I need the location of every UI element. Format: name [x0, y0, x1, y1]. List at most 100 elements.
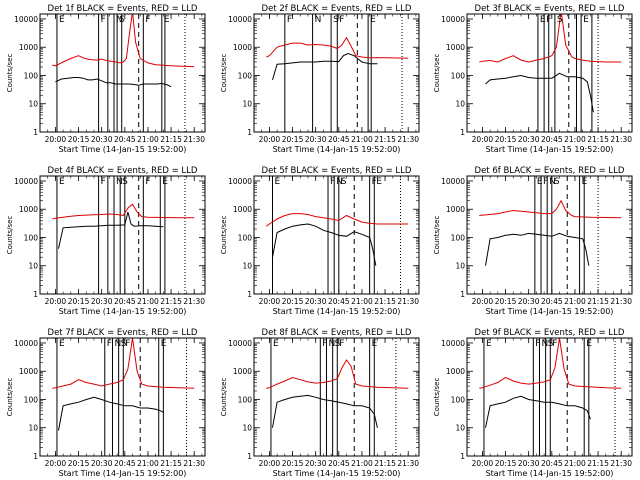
lld-series-line	[266, 213, 409, 227]
x-tick-label: 21:30	[397, 459, 419, 468]
x-tick-label: 21:15	[374, 297, 396, 306]
region-letter: N	[336, 177, 343, 187]
y-tick-label: 1000	[233, 205, 252, 214]
x-tick-label: 20:00	[45, 297, 67, 306]
y-tick-label: 10000	[228, 177, 252, 186]
region-letter: F	[101, 15, 106, 25]
y-tick-label: 1	[33, 290, 38, 299]
detector-panel: Det 8f BLACK = Events, RED = LLD Start Ti…	[220, 328, 420, 478]
region-letter: E	[164, 15, 170, 25]
region-letter: E	[59, 339, 65, 349]
y-tick-label: 100	[451, 233, 466, 242]
y-tick-label: 10	[455, 424, 465, 433]
detector-panel: Det 2f BLACK = Events, RED = LLD Start Ti…	[220, 4, 420, 154]
detector-panel: Det 5f BLACK = Events, RED = LLD Start Ti…	[220, 166, 420, 316]
x-tick-label: 20:45	[328, 135, 350, 144]
plot-area	[479, 176, 622, 294]
x-tick-label: 20:15	[68, 135, 90, 144]
y-tick-label: 1000	[233, 43, 252, 52]
plot-frame	[466, 337, 633, 457]
x-tick-label: 21:15	[587, 297, 609, 306]
region-letter: S	[548, 339, 554, 349]
x-tick-label: 20:15	[282, 297, 304, 306]
plot-area	[479, 14, 622, 132]
y-axis-label: Counts/sec	[433, 378, 441, 417]
x-tick-label: 21:15	[160, 135, 182, 144]
x-tick-label: 21:30	[183, 297, 205, 306]
events-series-line	[272, 223, 377, 266]
y-axis-label: Counts/sec	[433, 54, 441, 93]
region-letter: F	[322, 339, 327, 349]
x-tick-label: 21:15	[160, 297, 182, 306]
region-letter: E	[370, 15, 376, 25]
y-tick-label: 100	[238, 71, 253, 80]
y-tick-label: 10000	[228, 15, 252, 24]
region-letter: F	[535, 339, 540, 349]
y-tick-label: 10	[28, 424, 38, 433]
region-letter: N	[114, 339, 121, 349]
plot-area	[266, 338, 409, 456]
y-tick-label: 10000	[14, 177, 38, 186]
x-axis-label: Start Time (14-Jan-15 19:52:00)	[273, 307, 401, 316]
region-letter: E	[537, 177, 543, 187]
y-tick-label: 10	[28, 100, 38, 109]
y-tick-label: 1	[247, 290, 252, 299]
y-axis-label: Counts/sec	[220, 216, 228, 255]
x-tick-label: 20:45	[541, 135, 563, 144]
y-tick-label: 10000	[441, 15, 465, 24]
region-letter: E	[59, 177, 65, 187]
y-tick-label: 10	[242, 424, 252, 433]
y-tick-label: 1	[247, 128, 252, 137]
y-tick-label: 1	[33, 452, 38, 461]
y-tick-label: 10	[242, 262, 252, 271]
panel-title: Det 5f BLACK = Events, RED = LLD	[262, 166, 412, 176]
y-tick-label: 100	[451, 71, 466, 80]
plot-area	[266, 14, 409, 132]
lld-series-line	[479, 199, 622, 219]
y-tick-label: 1	[460, 128, 465, 137]
y-tick-label: 100	[238, 395, 253, 404]
region-letter: E	[376, 177, 382, 187]
x-tick-label: 20:30	[91, 135, 113, 144]
x-tick-label: 20:15	[495, 297, 517, 306]
y-tick-label: 100	[238, 233, 253, 242]
y-axis-label: Counts/sec	[6, 216, 14, 255]
region-letter: S	[341, 177, 347, 187]
x-tick-label: 20:00	[472, 459, 494, 468]
x-tick-label: 21:00	[137, 135, 159, 144]
events-series-line	[58, 396, 164, 431]
y-axis-label: Counts/sec	[6, 378, 14, 417]
x-tick-label: 20:00	[472, 297, 494, 306]
y-tick-label: 100	[24, 395, 39, 404]
region-letter: F	[330, 177, 335, 187]
x-axis-label: Start Time (14-Jan-15 19:52:00)	[59, 469, 187, 478]
x-tick-label: 20:45	[114, 297, 136, 306]
y-tick-label: 10000	[441, 177, 465, 186]
plot-frame	[466, 13, 633, 133]
y-tick-label: 10000	[228, 339, 252, 348]
detector-panel: Det 3f BLACK = Events, RED = LLD Start Ti…	[433, 4, 633, 154]
events-series-line	[272, 52, 378, 81]
plot-frame	[466, 175, 633, 295]
panel-title: Det 9f BLACK = Events, RED = LLD	[475, 328, 625, 338]
y-tick-label: 10	[28, 262, 38, 271]
lld-series-line	[52, 14, 195, 68]
plot-frame	[253, 337, 420, 457]
x-tick-label: 21:30	[610, 135, 632, 144]
region-letter: E	[161, 339, 167, 349]
x-tick-label: 21:15	[374, 135, 396, 144]
lld-series-line	[479, 338, 622, 389]
x-tick-label: 21:15	[374, 459, 396, 468]
x-tick-label: 21:30	[183, 459, 205, 468]
x-tick-label: 21:30	[397, 297, 419, 306]
plot-area	[266, 176, 409, 294]
x-tick-label: 20:00	[259, 135, 281, 144]
events-series-line	[272, 394, 378, 428]
x-axis-label: Start Time (14-Jan-15 19:52:00)	[273, 145, 401, 154]
x-tick-label: 20:30	[91, 297, 113, 306]
region-letter: N	[549, 177, 556, 187]
lld-series-line	[52, 338, 195, 389]
events-series-line	[55, 77, 172, 88]
detector-panel: Det 7f BLACK = Events, RED = LLD Start Ti…	[6, 328, 206, 478]
x-tick-label: 20:15	[495, 135, 517, 144]
